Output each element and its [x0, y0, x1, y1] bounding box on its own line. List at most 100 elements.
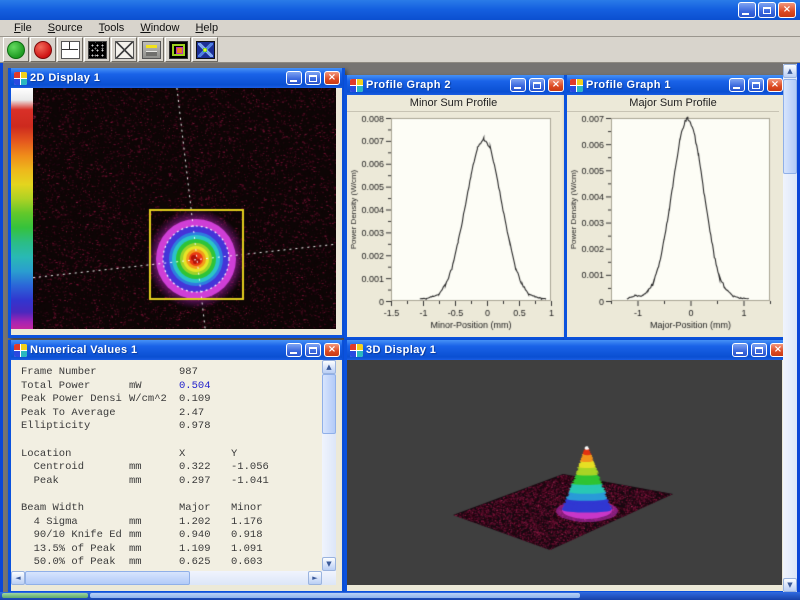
minimize-icon: [290, 352, 297, 354]
minimize-icon: [742, 13, 749, 15]
menu-item-tools[interactable]: Tools: [91, 21, 133, 36]
maximize-button[interactable]: [305, 71, 321, 85]
maximize-button[interactable]: [748, 78, 764, 92]
3d-display-title-bar[interactable]: 3D Display 1 ×: [347, 340, 788, 360]
mdi-scroll-down-button[interactable]: ▼: [783, 578, 797, 592]
numerical-cell: 0.625: [179, 556, 211, 568]
start-capture-button[interactable]: [3, 37, 29, 62]
window-icon: [14, 344, 27, 357]
window-numerical-values: Numerical Values 1 × Frame Number987Tota…: [8, 340, 345, 594]
red-circle-icon: [34, 41, 52, 59]
profile-graph-2-title-bar[interactable]: Profile Graph 2 ×: [347, 75, 566, 95]
window-icon: [570, 79, 583, 92]
numerical-cell: mm: [129, 475, 142, 487]
numerical-row: [11, 488, 321, 502]
numerical-values-title-bar[interactable]: Numerical Values 1 ×: [11, 340, 342, 360]
3d-display-button[interactable]: [192, 37, 218, 62]
numerical-cell: mm: [129, 461, 142, 473]
numerical-cell: -1.041: [231, 475, 269, 487]
3d-beam-canvas[interactable]: [347, 360, 782, 585]
close-icon: ×: [774, 345, 782, 355]
3d-display-icon: [196, 41, 215, 59]
scroll-down-button[interactable]: ▼: [322, 557, 336, 571]
close-button[interactable]: ×: [324, 71, 340, 85]
2d-display-button[interactable]: [165, 37, 191, 62]
numerical-cell: W/cm^2: [129, 393, 167, 405]
numerical-cell: mW: [129, 380, 142, 392]
app-close-button[interactable]: ×: [778, 2, 796, 18]
mdi-scrollbar-thumb[interactable]: [783, 79, 797, 174]
window-3d-display: 3D Display 1 ×: [344, 340, 791, 594]
scroll-left-button[interactable]: ◄: [11, 571, 25, 585]
numerical-cell: -1.056: [231, 461, 269, 473]
maximize-icon: [755, 347, 763, 354]
vertical-scrollbar-thumb[interactable]: [322, 374, 336, 434]
numerical-cell: 13.5% of Peak: [21, 543, 116, 555]
window-title: 2D Display 1: [30, 72, 283, 84]
numerical-cell: 0.297: [179, 475, 211, 487]
numerical-cell: 1.091: [231, 543, 263, 555]
minimize-button[interactable]: [286, 71, 302, 85]
window-icon: [350, 79, 363, 92]
window-profile-graph-1: Profile Graph 1 × Major Sum Profile: [564, 75, 788, 340]
numerical-cell: 0.504: [179, 380, 211, 392]
numerical-cell: 0.978: [179, 420, 211, 432]
numerical-cell: Location: [21, 448, 71, 460]
numerical-cell: Beam Width: [21, 502, 84, 514]
scroll-right-button[interactable]: ►: [308, 571, 322, 585]
numerical-cell: 0.109: [179, 393, 211, 405]
profile-graph-button[interactable]: [111, 37, 137, 62]
maximize-button[interactable]: [529, 78, 545, 92]
camera-image-button[interactable]: [84, 37, 110, 62]
numerical-cell: 4 Sigma: [21, 516, 78, 528]
numerical-cell: mm: [129, 529, 142, 541]
maximize-icon: [309, 347, 317, 354]
major-profile-chart-canvas: [567, 112, 779, 331]
stop-capture-button[interactable]: [30, 37, 56, 62]
menu-item-help[interactable]: Help: [187, 21, 226, 36]
close-icon: ×: [783, 5, 791, 15]
app-title-bar[interactable]: ×: [0, 0, 800, 20]
menu-item-file[interactable]: File: [6, 21, 40, 36]
window-title: 3D Display 1: [366, 344, 729, 356]
profile-graph-1-title-bar[interactable]: Profile Graph 1 ×: [567, 75, 785, 95]
minimize-button[interactable]: [732, 343, 748, 357]
maximize-button[interactable]: [751, 343, 767, 357]
mdi-scroll-up-button[interactable]: ▲: [783, 64, 797, 78]
palette-button[interactable]: [138, 37, 164, 62]
close-button[interactable]: ×: [324, 343, 340, 357]
numerical-cell: Major: [179, 502, 211, 514]
close-button[interactable]: ×: [767, 78, 783, 92]
numerical-cell: 0.322: [179, 461, 211, 473]
menu-item-source[interactable]: Source: [40, 21, 91, 36]
numerical-cell: Ellipticity: [21, 420, 90, 432]
bottom-border-segment-2: [90, 593, 580, 598]
window-profile-graph-2: Profile Graph 2 × Minor Sum Profile: [344, 75, 569, 340]
app-restore-button[interactable]: [758, 2, 776, 18]
maximize-button[interactable]: [305, 343, 321, 357]
2d-display-title-bar[interactable]: 2D Display 1 ×: [11, 68, 342, 88]
minimize-button[interactable]: [729, 78, 745, 92]
2d-beam-canvas[interactable]: [33, 88, 336, 329]
scroll-up-button[interactable]: ▲: [322, 360, 336, 374]
numerical-cell: 1.176: [231, 516, 263, 528]
numerical-cell: 2.47: [179, 407, 204, 419]
app-minimize-button[interactable]: [738, 2, 756, 18]
numerical-cell: 1.202: [179, 516, 211, 528]
close-button[interactable]: ×: [548, 78, 564, 92]
numerical-cell: mm: [129, 543, 142, 555]
numerical-cell: Minor: [231, 502, 263, 514]
minimize-icon: [514, 87, 521, 89]
numerical-cell: Y: [231, 448, 237, 460]
horizontal-scrollbar-thumb[interactable]: [25, 571, 190, 585]
numeric-window-button[interactable]: [57, 37, 83, 62]
minimize-button[interactable]: [286, 343, 302, 357]
toolbar: [0, 37, 800, 63]
numerical-cell: 50.0% of Peak: [21, 556, 116, 568]
camera-image-icon: [88, 41, 107, 59]
close-icon: ×: [328, 345, 336, 355]
menu-item-window[interactable]: Window: [132, 21, 187, 36]
2d-display-icon: [169, 41, 188, 59]
numerical-row: Peakmm0.297-1.041: [11, 475, 321, 489]
minimize-button[interactable]: [510, 78, 526, 92]
